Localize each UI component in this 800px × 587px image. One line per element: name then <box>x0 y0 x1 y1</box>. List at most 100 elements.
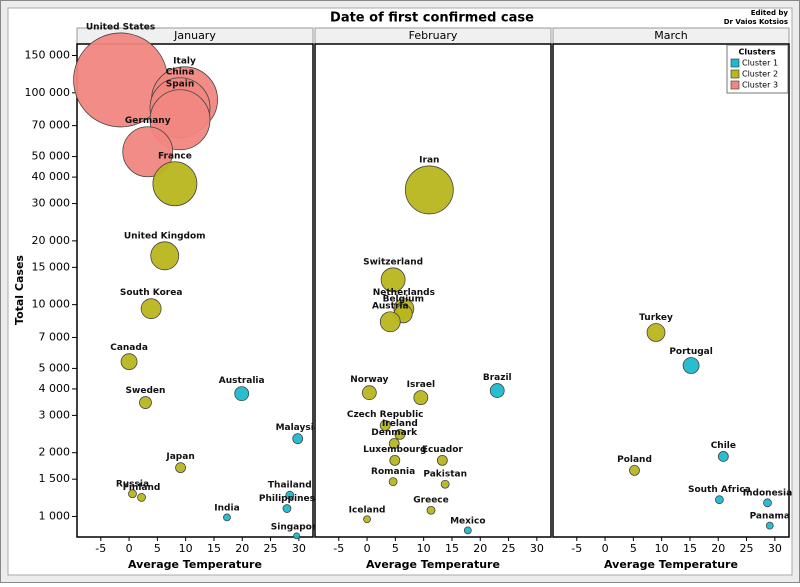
bubble <box>282 504 292 513</box>
y-tick-label: 150 000 <box>25 49 71 62</box>
bubble <box>629 465 640 476</box>
bubble <box>682 357 700 374</box>
y-tick-label: 7 000 <box>39 330 71 343</box>
x-tick-label: 30 <box>530 542 544 555</box>
legend-label: Cluster 3 <box>742 81 778 90</box>
bubble <box>137 493 146 502</box>
x-tick-label: 5 <box>630 542 637 555</box>
legend-swatch <box>730 69 740 79</box>
x-tick-label: 10 <box>179 542 193 555</box>
point-label: United Kingdom <box>124 231 206 241</box>
point-label: Belgium <box>383 294 424 304</box>
bubble <box>292 433 304 445</box>
y-tick-label: 50 000 <box>32 150 71 163</box>
y-tick-label: 100 000 <box>25 86 71 99</box>
bubble <box>763 498 772 508</box>
bubble <box>150 241 180 271</box>
y-tick-label: 1 500 <box>39 472 71 485</box>
bubble <box>140 298 162 320</box>
legend-label: Cluster 2 <box>742 70 778 79</box>
point-label: Thailand <box>268 481 312 491</box>
x-tick-label: 25 <box>740 542 754 555</box>
x-tick-label: 20 <box>235 542 249 555</box>
point-label: Japan <box>165 452 194 462</box>
bubble <box>175 462 186 474</box>
credit: Dr Vaios Kotsios <box>724 18 788 26</box>
x-tick-label: 10 <box>655 542 669 555</box>
point-label: Mexico <box>450 516 485 526</box>
credit: Edited by <box>751 9 789 17</box>
point-label: Malaysia <box>276 423 320 433</box>
point-label: Canada <box>110 343 148 353</box>
y-tick-label: 20 000 <box>32 234 71 247</box>
legend-title: Clusters <box>738 48 775 57</box>
point-label: Poland <box>617 455 652 465</box>
panel-title: February <box>409 29 458 42</box>
point-label: China <box>166 67 195 77</box>
bubble <box>489 383 505 398</box>
point-label: Iran <box>419 155 439 165</box>
point-label: Czech Republic <box>347 410 424 420</box>
panel: March -5 0 5 10 15 20 25 30 Average Temperature Tu… <box>552 27 792 571</box>
point-label: Singapore <box>271 522 323 532</box>
point-label: Romania <box>371 467 415 477</box>
y-tick-label: 15 000 <box>32 260 71 273</box>
point-label: Brazil <box>483 373 512 383</box>
point-label: Italy <box>173 56 196 66</box>
point-label: Iceland <box>349 505 386 515</box>
x-tick-label: 15 <box>683 542 697 555</box>
point-label: South Africa <box>688 485 751 495</box>
point-label: Ireland <box>382 419 418 429</box>
bubble <box>120 353 138 371</box>
x-tick-label: 15 <box>207 542 221 555</box>
x-tick-label: 0 <box>126 542 133 555</box>
x-tick-label: -5 <box>95 542 106 555</box>
point-label: India <box>214 503 239 513</box>
y-tick-label: 2 000 <box>39 446 71 459</box>
x-axis-label: Average Temperature <box>366 558 500 571</box>
bubble <box>223 513 231 522</box>
bubble <box>234 386 250 402</box>
bubble <box>714 495 724 505</box>
y-tick-label: 3 000 <box>39 408 71 421</box>
bubble <box>436 454 448 466</box>
x-tick-label: 5 <box>154 542 161 555</box>
x-axis-label: Average Temperature <box>604 558 738 571</box>
point-label: Austria <box>372 301 409 311</box>
point-label: Germany <box>125 116 171 126</box>
point-label: Chile <box>711 441 736 451</box>
point-label: Turkey <box>639 313 673 323</box>
point-label: Sweden <box>126 386 166 396</box>
plot-area <box>314 43 552 538</box>
point-label: Finland <box>123 483 161 493</box>
panel-title: March <box>654 29 688 42</box>
bubble <box>388 477 398 487</box>
bubble <box>426 505 436 515</box>
panel: January -5 0 5 10 15 20 25 30 Average Temperature… <box>73 22 323 571</box>
bubble <box>404 165 454 215</box>
x-tick-label: 0 <box>364 542 371 555</box>
bubble <box>394 429 406 440</box>
point-label: Spain <box>166 79 195 89</box>
legend-swatch <box>730 80 740 90</box>
x-tick-label: 15 <box>445 542 459 555</box>
point-label: Netherlands <box>373 288 435 298</box>
point-label: Australia <box>219 376 265 386</box>
point-label: Indonesia <box>743 488 792 498</box>
y-tick-label: 40 000 <box>32 170 71 183</box>
point-label: Portugal <box>669 347 713 357</box>
x-tick-label: -5 <box>571 542 582 555</box>
x-tick-label: 25 <box>502 542 516 555</box>
point-label: Ecuador <box>422 445 464 455</box>
x-tick-label: -5 <box>333 542 344 555</box>
bubble <box>765 521 774 530</box>
y-tick-label: 70 000 <box>32 119 71 132</box>
plot-area <box>552 43 790 538</box>
y-tick-label: 5 000 <box>39 361 71 374</box>
x-tick-label: 30 <box>292 542 306 555</box>
bubble <box>152 161 198 207</box>
bubble <box>388 438 400 449</box>
bubble <box>380 267 406 293</box>
